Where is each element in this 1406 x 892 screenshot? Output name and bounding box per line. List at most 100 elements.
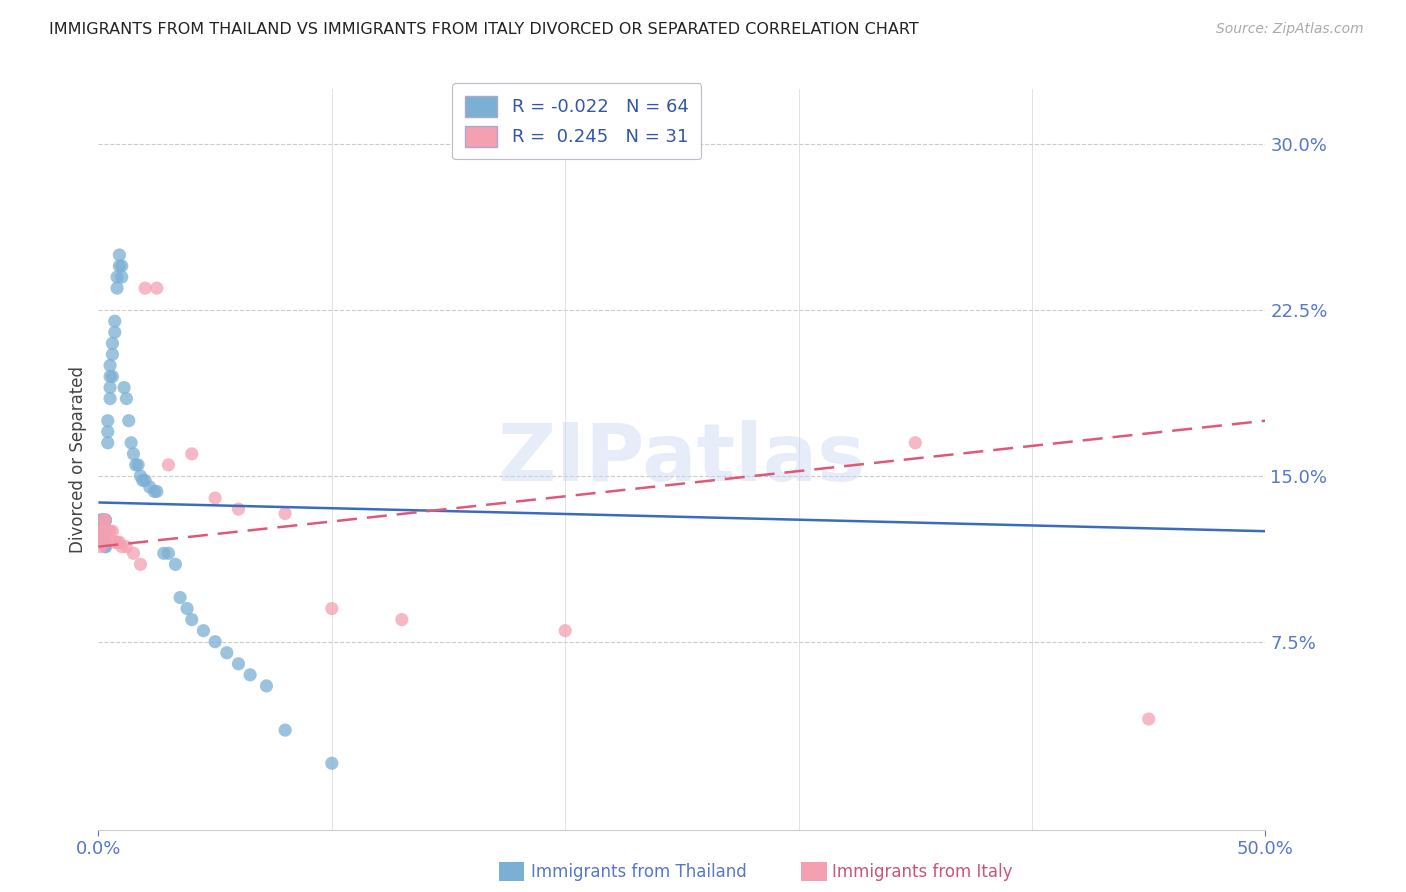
- Point: [90, 524, 112, 539]
- Point: [98, 369, 121, 384]
- Point: [143, 484, 166, 499]
- Point: [129, 469, 152, 483]
- Point: [904, 435, 927, 450]
- Point: [134, 281, 156, 295]
- Point: [176, 601, 198, 615]
- Point: [104, 535, 127, 549]
- Point: [321, 601, 343, 615]
- Point: [554, 624, 576, 638]
- Point: [180, 447, 202, 461]
- Y-axis label: Divorced or Separated: Divorced or Separated: [69, 366, 87, 553]
- Point: [134, 474, 156, 488]
- Legend: R = -0.022   N = 64, R =  0.245   N = 31: R = -0.022 N = 64, R = 0.245 N = 31: [453, 84, 702, 160]
- Point: [122, 447, 145, 461]
- Point: [108, 259, 131, 273]
- Point: [104, 326, 127, 340]
- Point: [152, 546, 174, 560]
- Point: [94, 524, 117, 539]
- Point: [101, 336, 124, 351]
- Point: [104, 314, 127, 328]
- Point: [105, 535, 128, 549]
- Point: [91, 513, 114, 527]
- Point: [111, 259, 134, 273]
- Point: [157, 546, 180, 560]
- Point: [129, 558, 152, 572]
- Point: [98, 524, 121, 539]
- Point: [94, 540, 117, 554]
- Point: [274, 723, 297, 738]
- Point: [122, 546, 145, 560]
- Point: [101, 347, 124, 361]
- Point: [165, 558, 187, 572]
- Point: [90, 513, 112, 527]
- Point: [239, 668, 262, 682]
- Point: [91, 513, 114, 527]
- Point: [215, 646, 238, 660]
- Point: [204, 491, 226, 505]
- Point: [91, 524, 114, 539]
- Point: [94, 540, 117, 554]
- Point: [108, 248, 131, 262]
- Point: [98, 380, 121, 394]
- Point: [180, 613, 202, 627]
- Point: [115, 392, 138, 406]
- Point: [94, 535, 117, 549]
- Text: Source: ZipAtlas.com: Source: ZipAtlas.com: [1216, 22, 1364, 37]
- Point: [169, 591, 191, 605]
- Point: [101, 524, 124, 539]
- Point: [108, 535, 131, 549]
- Point: [91, 535, 114, 549]
- Point: [111, 540, 134, 554]
- Text: Immigrants from Thailand: Immigrants from Thailand: [531, 863, 747, 881]
- Point: [94, 513, 117, 527]
- Point: [105, 281, 128, 295]
- Point: [139, 480, 162, 494]
- Point: [94, 535, 117, 549]
- Point: [228, 657, 250, 671]
- Point: [256, 679, 278, 693]
- Point: [91, 535, 114, 549]
- Point: [105, 270, 128, 285]
- Point: [274, 507, 297, 521]
- Point: [90, 535, 112, 549]
- Text: ZIPatlas: ZIPatlas: [498, 420, 866, 499]
- Point: [146, 484, 169, 499]
- Point: [91, 513, 114, 527]
- Point: [98, 392, 121, 406]
- Point: [94, 513, 117, 527]
- Point: [90, 524, 112, 539]
- Point: [98, 359, 121, 373]
- Point: [111, 270, 134, 285]
- Point: [193, 624, 215, 638]
- Point: [1137, 712, 1160, 726]
- Point: [94, 513, 117, 527]
- Point: [90, 540, 112, 554]
- Point: [132, 474, 155, 488]
- Point: [94, 513, 117, 527]
- Point: [228, 502, 250, 516]
- Point: [115, 540, 138, 554]
- Point: [125, 458, 148, 472]
- Point: [94, 524, 117, 539]
- Point: [91, 535, 114, 549]
- Point: [97, 414, 120, 428]
- Point: [91, 524, 114, 539]
- Point: [91, 535, 114, 549]
- Point: [97, 524, 120, 539]
- Point: [90, 513, 112, 527]
- Point: [391, 613, 413, 627]
- Point: [146, 281, 169, 295]
- Point: [91, 524, 114, 539]
- Point: [112, 380, 135, 394]
- Point: [91, 513, 114, 527]
- Point: [120, 435, 142, 450]
- Point: [97, 435, 120, 450]
- Text: Immigrants from Italy: Immigrants from Italy: [832, 863, 1012, 881]
- Point: [157, 458, 180, 472]
- Point: [94, 524, 117, 539]
- Point: [127, 458, 149, 472]
- Point: [97, 425, 120, 439]
- Text: IMMIGRANTS FROM THAILAND VS IMMIGRANTS FROM ITALY DIVORCED OR SEPARATED CORRELAT: IMMIGRANTS FROM THAILAND VS IMMIGRANTS F…: [49, 22, 920, 37]
- Point: [101, 369, 124, 384]
- Point: [321, 756, 343, 771]
